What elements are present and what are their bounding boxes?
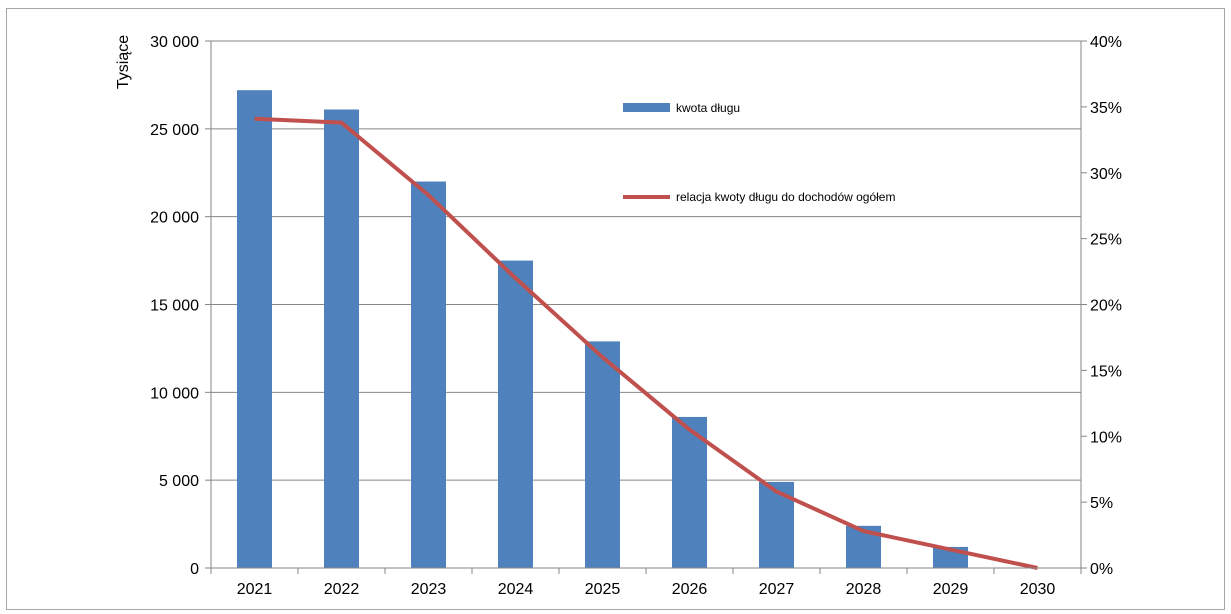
right-tick-label-6: 30% (1090, 166, 1122, 183)
right-tick-label-8: 40% (1090, 34, 1122, 51)
right-tick-label-1: 5% (1090, 495, 1113, 512)
legend-swatch-bar (623, 103, 670, 112)
legend-label-bar: kwota długu (676, 101, 740, 115)
legend: kwota długu relacja kwoty długu do docho… (623, 101, 895, 204)
x-tick-label-2025: 2025 (585, 581, 621, 598)
x-tick-label-2024: 2024 (498, 581, 534, 598)
right-tick-label-5: 25% (1090, 232, 1122, 249)
y-axis-label: Tysiące (115, 35, 132, 89)
x-tick-label-2026: 2026 (672, 581, 708, 598)
bar-2026 (672, 416, 707, 568)
x-tick-label-2028: 2028 (846, 581, 882, 598)
x-tick-label-2027: 2027 (759, 581, 795, 598)
bar-2022 (324, 109, 359, 568)
line-path (254, 116, 1038, 570)
x-tick-label-2022: 2022 (324, 581, 360, 598)
right-tick-label-3: 15% (1090, 363, 1122, 380)
legend-label-line: relacja kwoty długu do dochodów ogółem (676, 190, 895, 204)
x-tick-label-2030: 2030 (1020, 581, 1056, 598)
right-tick-label-0: 0% (1090, 561, 1113, 578)
x-axis-ticks: 2021 2022 2023 2024 2025 2026 2027 2028 2029 2030 (210, 568, 1082, 598)
x-tick-label-2029: 2029 (933, 581, 969, 598)
line-series (254, 116, 1038, 570)
right-axis-ticks: 0% 5% 10% 15% 20% 25% 30% 35% 40% (1081, 34, 1122, 578)
x-tick-label-2021: 2021 (237, 581, 273, 598)
left-tick-label-4: 20 000 (150, 210, 199, 227)
bar-series (237, 90, 968, 569)
bar-2023 (411, 181, 446, 569)
right-tick-label-2: 10% (1090, 429, 1122, 446)
left-tick-label-1: 5 000 (159, 473, 199, 490)
right-tick-label-4: 20% (1090, 298, 1122, 315)
chart-frame (6, 8, 1225, 610)
right-tick-label-7: 35% (1090, 100, 1122, 117)
bar-2025 (585, 341, 620, 568)
left-tick-label-0: 0 (190, 561, 199, 578)
bar-2021 (237, 90, 272, 568)
left-tick-label-2: 10 000 (150, 385, 199, 402)
left-tick-label-3: 15 000 (150, 298, 199, 315)
bar-2027 (759, 481, 794, 568)
x-tick-label-2023: 2023 (411, 581, 447, 598)
left-tick-label-5: 25 000 (150, 122, 199, 139)
left-axis-ticks: 0 5 000 10 000 15 000 20 000 25 000 30 000 (150, 34, 211, 578)
left-tick-label-6: 30 000 (150, 34, 199, 51)
bar-2024 (498, 260, 533, 568)
